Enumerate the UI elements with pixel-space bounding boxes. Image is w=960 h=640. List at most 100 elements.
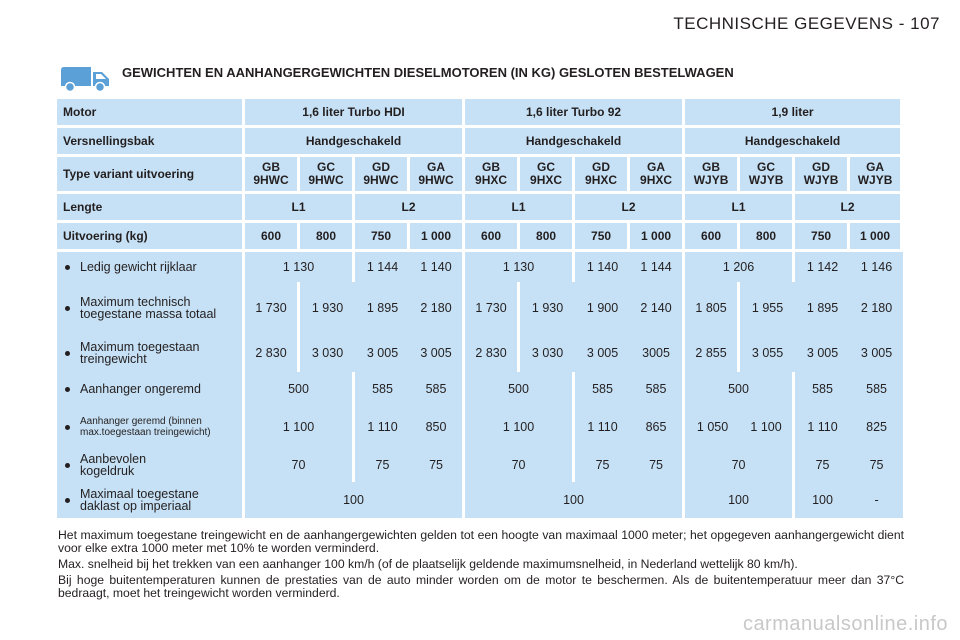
type-cell: GB 9HWC [245,157,300,194]
version-label: Uitvoering (kg) [57,223,245,252]
length-label: Lengte [57,194,245,223]
type-cell: GC 9HXC [520,157,576,194]
table-cell: 70 [245,448,355,482]
table-cell: 585 [575,372,631,406]
table-cell: 1 100 [245,406,355,448]
table-cell: 825 [850,406,904,448]
table-cell: 850 [410,406,466,448]
table-cell: 1 730 [245,282,300,334]
type-cell: GA 9HXC [630,157,686,194]
type-cell: GA WJYB [850,157,904,194]
motor-1: 1,6 liter Turbo HDI [245,99,466,128]
bullet-icon [65,305,70,311]
table-cell: 1 895 [355,282,410,334]
version-cell: 1 000 [410,223,466,252]
length-cell: L2 [795,194,904,223]
table-cell: 2 855 [685,334,741,372]
version-cell: 800 [300,223,355,252]
notes: Het maximum toegestane treingewicht en d… [58,529,904,603]
table-cell: 3 005 [575,334,631,372]
row-label-empty: Ledig gewicht rijklaar [57,252,245,282]
table-cell: 2 830 [245,334,300,372]
table-cell: 1 805 [685,282,741,334]
length-cell: L1 [245,194,355,223]
type-cell: GB WJYB [685,157,741,194]
motor-label: Motor [57,99,245,128]
table-cell: 3 005 [355,334,410,372]
table-cell: 100 [245,482,466,518]
table-cell: 75 [575,448,631,482]
bullet-icon [65,497,70,503]
table-cell: 500 [465,372,576,406]
table-cell: 1 100 [740,406,796,448]
table-cell: 585 [795,372,851,406]
gearbox-label: Versnellingsbak [57,128,245,157]
table-cell: 1 110 [355,406,410,448]
table-cell: 1 955 [740,282,796,334]
weights-table: Motor 1,6 liter Turbo HDI 1,6 liter Turb… [57,99,904,518]
table-cell: 1 144 [630,252,686,282]
bullet-icon [65,386,70,392]
motor-3: 1,9 liter [685,99,904,128]
table-cell: 865 [630,406,686,448]
version-cell: 800 [520,223,576,252]
type-cell: GC WJYB [740,157,796,194]
version-cell: 750 [795,223,851,252]
type-cell: GD 9HXC [575,157,631,194]
type-cell: GB 9HXC [465,157,521,194]
row-label-roof: Maximaal toegestane daklast op imperiaal [57,482,245,518]
bullet-icon [65,350,70,356]
table-cell: 585 [410,372,466,406]
table-cell: 3 055 [740,334,796,372]
type-cell: GD WJYB [795,157,851,194]
table-cell: 1 130 [465,252,576,282]
type-cell: GD 9HWC [355,157,410,194]
table-cell: 500 [245,372,355,406]
watermark: carmanualsonline.info [742,613,948,635]
note-temperature: Bij hoge buitentemperaturen kunnen de pr… [58,573,904,600]
version-cell: 600 [685,223,741,252]
table-cell: 1 206 [685,252,796,282]
gearbox-1: Handgeschakeld [245,128,466,157]
table-cell: 1 900 [575,282,631,334]
length-cell: L2 [575,194,686,223]
version-cell: 600 [465,223,521,252]
table-cell: 2 180 [850,282,904,334]
table-cell: 1 140 [410,252,466,282]
gearbox-2: Handgeschakeld [465,128,686,157]
table-cell: 75 [410,448,466,482]
length-cell: L1 [685,194,796,223]
table-cell: - [850,482,904,518]
type-cell: GC 9HWC [300,157,355,194]
table-cell: 100 [685,482,796,518]
table-cell: 75 [630,448,686,482]
table-cell: 70 [465,448,576,482]
version-cell: 600 [245,223,300,252]
table-cell: 2 180 [410,282,466,334]
table-cell: 585 [850,372,904,406]
table-cell: 1 110 [575,406,631,448]
table-cell: 70 [685,448,796,482]
table-cell: 75 [355,448,410,482]
row-label-unbraked: Aanhanger ongeremd [57,372,245,406]
table-cell: 3 005 [410,334,466,372]
table-cell: 3005 [630,334,686,372]
table-cell: 1 142 [795,252,851,282]
row-label-max-mass: Maximum technisch toegestane massa totaa… [57,282,245,334]
version-cell: 750 [575,223,631,252]
note-speed: Max. snelheid bij het trekken van een aa… [58,557,798,571]
page-title: TECHNISCHE GEGEVENS - 107 [673,14,940,33]
table-cell: 75 [850,448,904,482]
table-cell: 500 [685,372,796,406]
version-cell: 800 [740,223,796,252]
table-cell: 585 [355,372,410,406]
bullet-icon [65,264,70,270]
version-cell: 750 [355,223,410,252]
section-title: GEWICHTEN EN AANHANGERGEWICHTEN DIESELMO… [122,65,734,80]
row-label-max-train: Maximum toegestaan treingewicht [57,334,245,372]
row-label-braked: Aanhanger geremd (binnen max.toegestaan … [57,406,245,448]
table-cell: 3 030 [300,334,355,372]
table-cell: 100 [795,482,851,518]
table-cell: 1 730 [465,282,521,334]
table-cell: 1 100 [465,406,576,448]
